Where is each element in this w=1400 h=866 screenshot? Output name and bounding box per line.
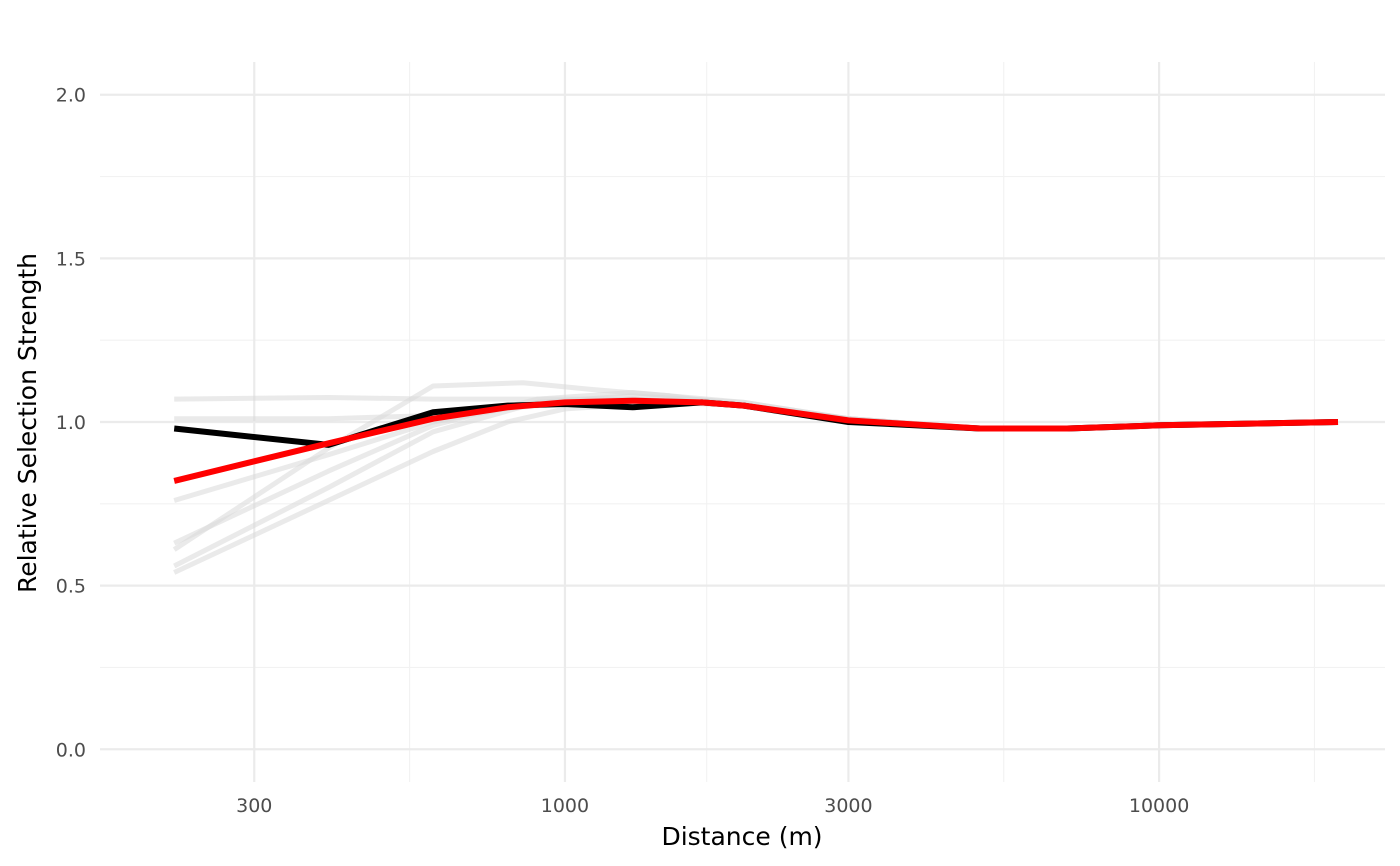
- replicate-series-line: [173, 390, 1339, 546]
- y-tick-label: 2.0: [56, 85, 86, 107]
- x-tick-label: 3000: [824, 795, 872, 817]
- x-tick-label: 1000: [541, 795, 589, 817]
- y-tick-label: 0.0: [56, 739, 86, 761]
- y-tick-label: 1.5: [56, 248, 86, 270]
- major-gridlines: [100, 62, 1385, 782]
- y-axis-tick-labels: 0.0 0.5 1.0 1.5 2.0: [56, 85, 86, 762]
- smoothed-series-line: [173, 397, 1339, 484]
- replicate-series-line: [173, 396, 1339, 503]
- y-axis-title: Relative Selection Strength: [13, 253, 42, 593]
- x-axis-title: Distance (m): [661, 822, 822, 851]
- y-tick-label: 1.0: [56, 412, 86, 434]
- y-tick-label: 0.5: [56, 576, 86, 598]
- x-tick-label: 300: [236, 795, 272, 817]
- x-tick-label: 10000: [1129, 795, 1189, 817]
- series-lines: [172, 380, 1339, 575]
- x-axis-tick-labels: 300 1000 3000 10000: [236, 795, 1189, 817]
